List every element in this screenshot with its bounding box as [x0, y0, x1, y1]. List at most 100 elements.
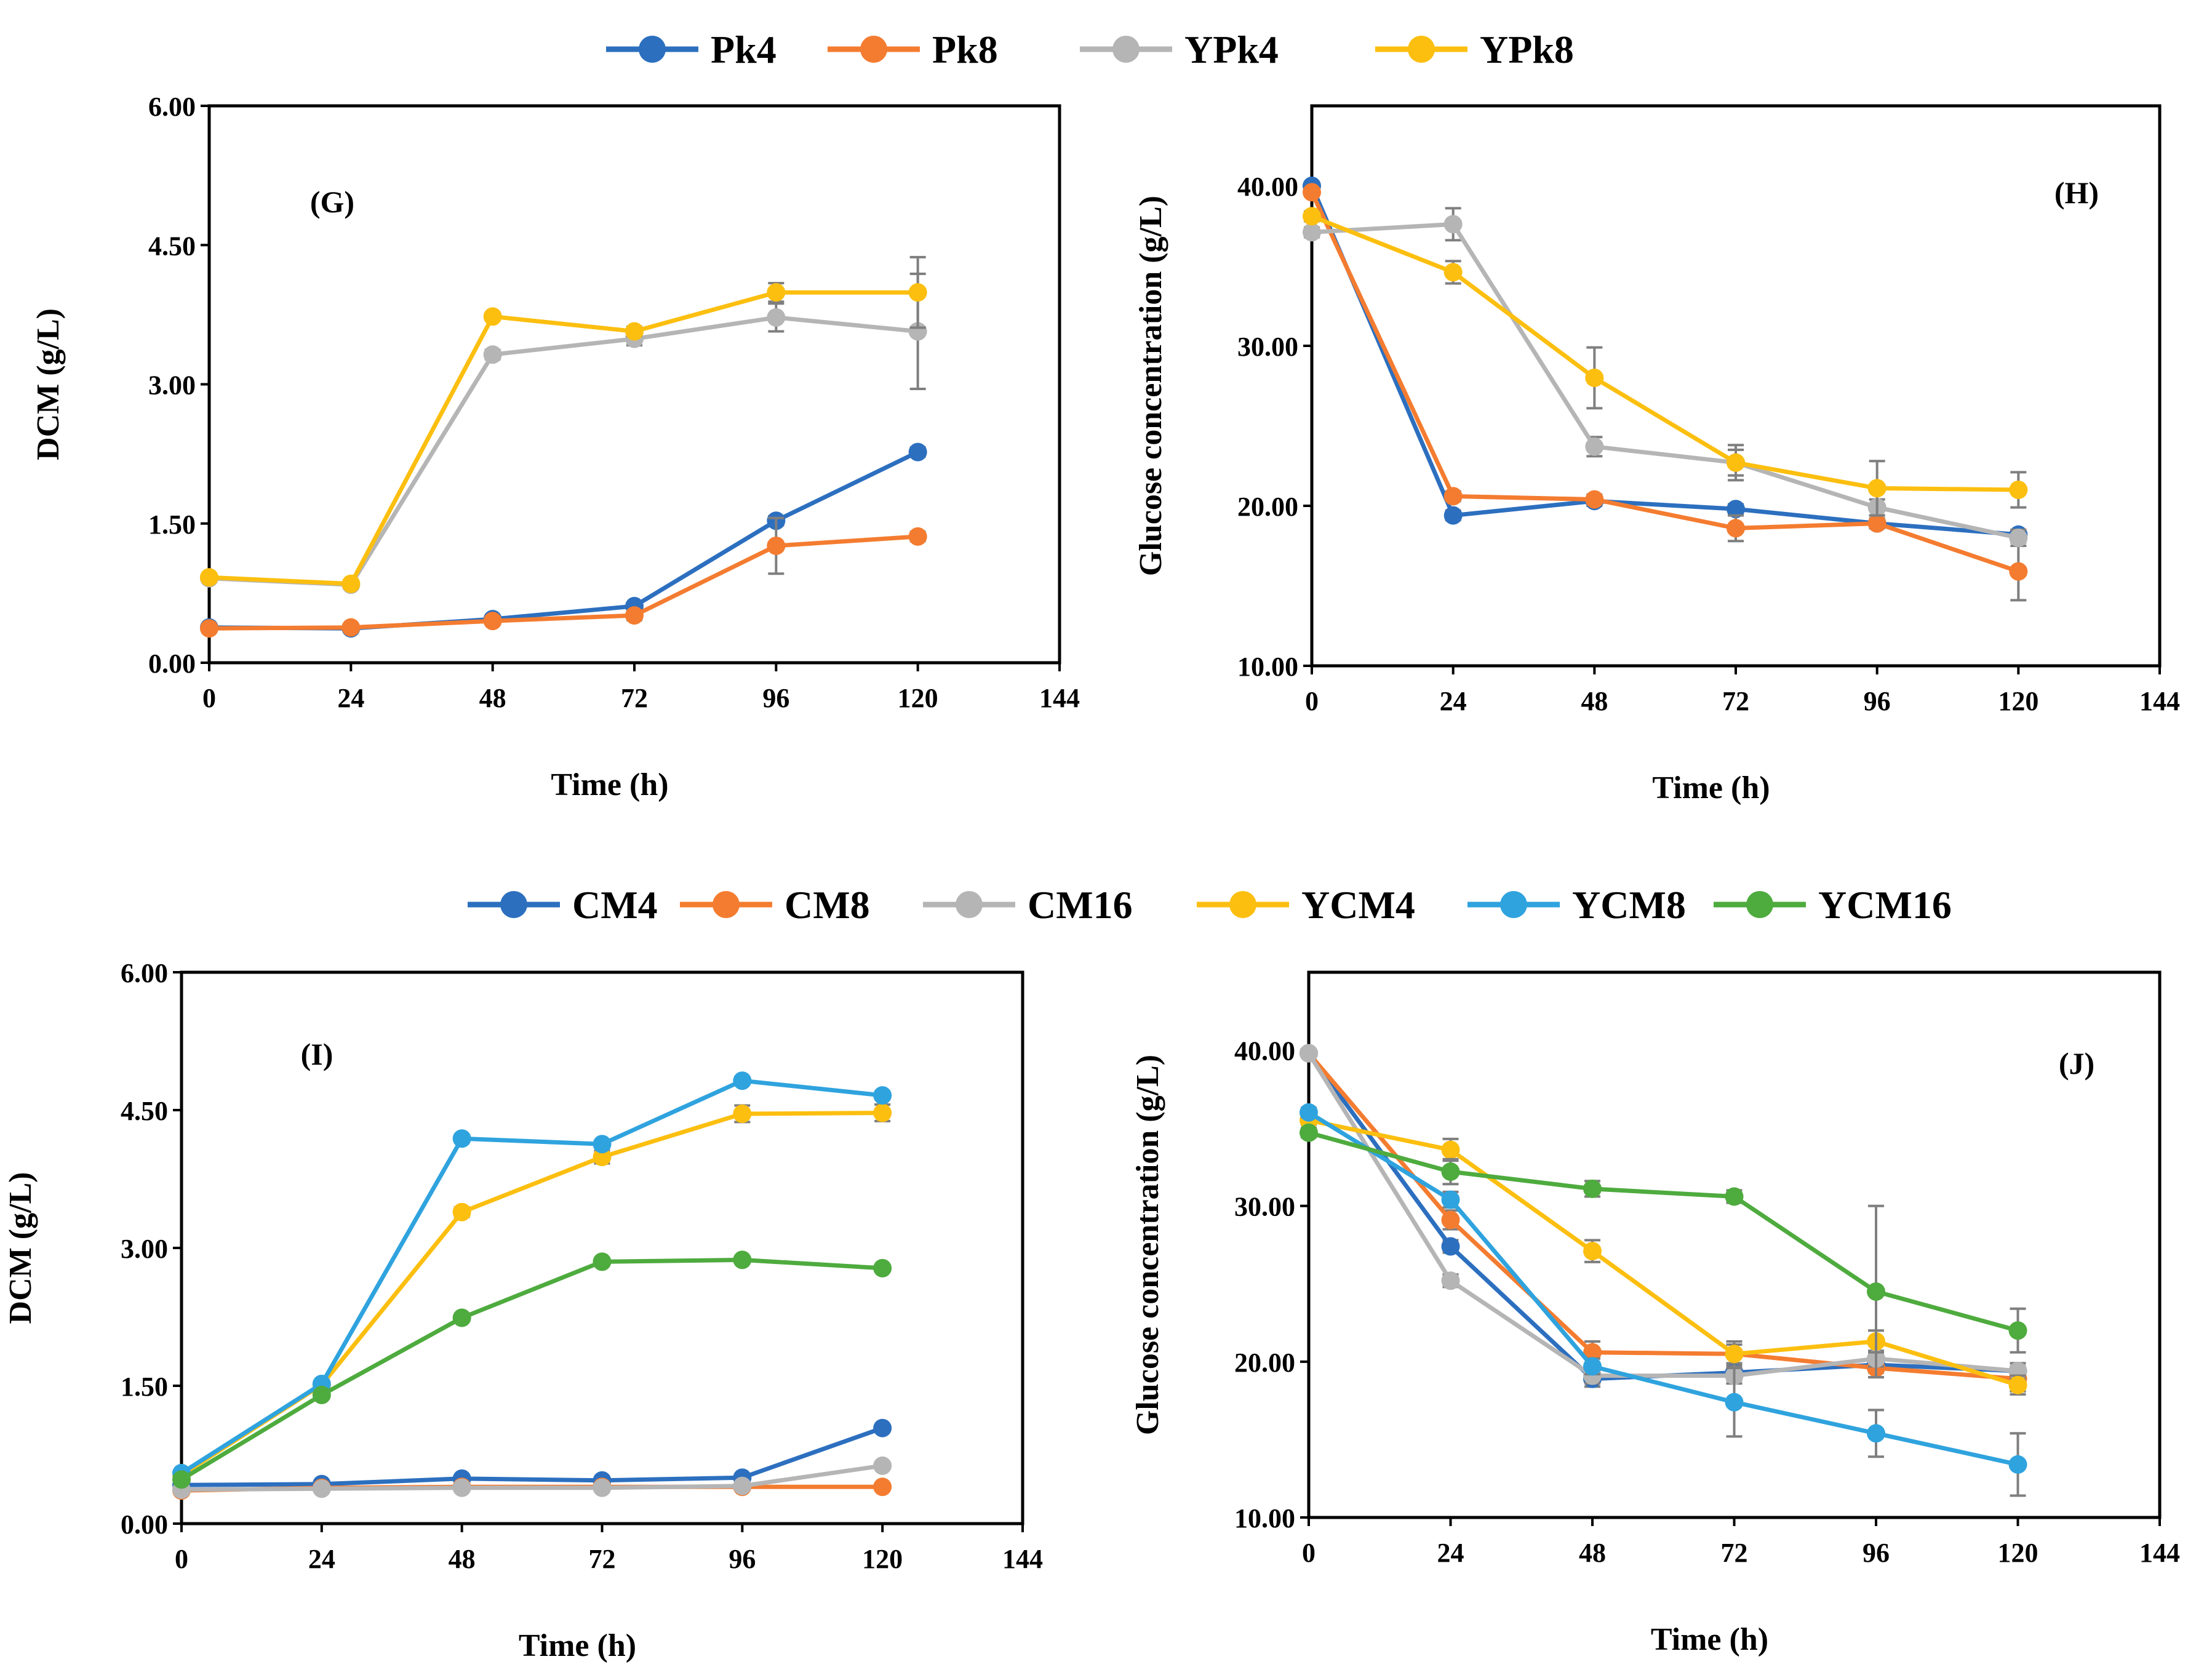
- series-pk4: [200, 442, 927, 638]
- legend-label: YPk4: [1184, 28, 1279, 71]
- legend-marker: [956, 891, 983, 918]
- data-point-ycm16: [312, 1385, 331, 1404]
- data-point-cm16: [1441, 1271, 1460, 1290]
- x-tick-label: 48: [479, 683, 506, 713]
- legend-marker: [1112, 36, 1140, 63]
- panel-label: (H): [2054, 175, 2099, 210]
- x-tick-label: 96: [1864, 686, 1891, 716]
- data-point-ypk8: [1727, 453, 1745, 472]
- chart-panel-h: 0 24 48 72 96 120 144 10.00 20.00 30.00 40.00 Time …: [1133, 104, 2180, 806]
- data-point-pk8: [1443, 487, 1463, 506]
- legend-item-cm4: CM4: [468, 883, 658, 927]
- series-ypk8: [1303, 207, 2028, 517]
- series-line-ypk8: [1311, 214, 2019, 492]
- series-line-pk4: [209, 450, 919, 631]
- y-axis-label: DCM (g/L): [3, 1172, 38, 1324]
- x-tick-label: 48: [1579, 1538, 1606, 1568]
- data-point-ycm8: [1867, 1424, 1885, 1443]
- legend-label: Pk8: [932, 28, 998, 71]
- y-tick-label: 30.00: [1234, 1192, 1295, 1222]
- chart-panel-i: 0 24 48 72 96 120 144 0.00 1.50 3.00 4.50 6.00 Time …: [3, 958, 1043, 1663]
- legend-marker: [639, 36, 666, 63]
- data-point-ycm16: [1300, 1123, 1318, 1142]
- x-tick-label: 144: [2139, 1538, 2180, 1568]
- data-point-ypk8: [767, 283, 786, 302]
- series-ycm16: [1300, 1123, 2027, 1379]
- data-point-cm8: [1583, 1343, 1602, 1362]
- y-tick-label: 20.00: [1237, 492, 1298, 522]
- legend-bottom: CM4 CM8 CM16 YCM4 YCM8 YCM16: [468, 883, 1952, 927]
- data-point-pk8: [483, 612, 502, 631]
- x-tick-label: 144: [1039, 683, 1080, 713]
- series-line-cm16: [1307, 1052, 2018, 1378]
- data-point-ycm8: [873, 1086, 892, 1105]
- data-point-ycm16: [2008, 1321, 2027, 1340]
- data-point-ycm16: [1867, 1282, 1885, 1301]
- x-tick-label: 96: [729, 1544, 756, 1574]
- series-line-cm4: [1307, 1052, 2018, 1381]
- data-point-ypk8: [1585, 369, 1604, 387]
- legend-label: Pk4: [711, 28, 777, 71]
- data-point-ypk8: [625, 322, 644, 341]
- x-tick-label: 144: [2139, 686, 2180, 716]
- x-axis-label: Time (h): [1652, 770, 1770, 806]
- series-line-cm8: [1307, 1052, 2018, 1381]
- series-pk8: [1303, 183, 2028, 602]
- x-tick-label: 0: [1305, 686, 1319, 716]
- plot-frame: [1310, 104, 2162, 668]
- data-point-ycm8: [733, 1071, 752, 1090]
- y-tick-label: 0.00: [148, 649, 196, 679]
- data-point-ycm16: [733, 1250, 752, 1269]
- legend-marker: [1500, 891, 1527, 918]
- y-tick-label: 40.00: [1237, 172, 1298, 202]
- data-point-pk4: [1727, 500, 1745, 519]
- x-tick-label: 0: [1302, 1538, 1316, 1568]
- series-cm8: [1300, 1044, 2027, 1393]
- legend-label: YCM16: [1818, 883, 1952, 927]
- x-tick-label: 96: [1863, 1538, 1890, 1568]
- series-cm16: [1300, 1044, 2027, 1385]
- data-point-cm16: [733, 1476, 752, 1495]
- series-ycm8: [172, 1071, 892, 1482]
- y-tick-label: 4.50: [148, 231, 196, 261]
- legend-label: YCM4: [1301, 883, 1415, 927]
- legend-item-pk8: Pk8: [828, 28, 998, 71]
- data-point-cm16: [452, 1478, 471, 1497]
- data-point-ycm8: [1725, 1393, 1744, 1412]
- data-point-ypk4: [767, 308, 786, 327]
- data-point-ycm16: [873, 1258, 892, 1277]
- series-cm4: [172, 1418, 892, 1495]
- data-point-ypk4: [1585, 437, 1604, 456]
- data-point-ypk8: [341, 574, 361, 593]
- x-tick-label: 120: [1998, 1538, 2038, 1568]
- x-axis-label: Time (h): [519, 1628, 636, 1663]
- data-point-pk4: [908, 442, 927, 462]
- data-point-pk4: [1443, 506, 1463, 525]
- x-tick-label: 24: [337, 683, 364, 713]
- data-point-ypk8: [1867, 479, 1887, 498]
- data-point-ycm16: [452, 1308, 471, 1327]
- data-point-ycm4: [593, 1148, 612, 1167]
- series-line-ypk4: [1311, 222, 2019, 540]
- data-point-ypk8: [908, 283, 927, 302]
- data-point-cm16: [312, 1479, 331, 1498]
- y-axis-label: Glucose concentration (g/L): [1133, 196, 1168, 576]
- legend-label: YCM8: [1572, 883, 1686, 927]
- x-tick-label: 24: [1440, 686, 1467, 716]
- data-point-pk8: [1867, 514, 1887, 533]
- y-tick-label: 6.00: [121, 958, 168, 988]
- data-point-ycm8: [1441, 1190, 1460, 1209]
- data-point-ycm4: [1583, 1242, 1602, 1261]
- legend-marker: [500, 891, 527, 918]
- series-ycm4: [172, 1103, 892, 1484]
- data-point-ycm16: [1441, 1162, 1460, 1181]
- series-line-ycm16: [180, 1257, 883, 1482]
- y-axis-label: Glucose concentration (g/L): [1130, 1055, 1165, 1435]
- legend-item-pk4: Pk4: [606, 28, 777, 71]
- y-tick-label: 10.00: [1234, 1503, 1295, 1533]
- x-tick-label: 120: [862, 1544, 903, 1574]
- data-point-ypk4: [2009, 529, 2028, 547]
- series-line-ycm16: [1308, 1130, 2019, 1333]
- y-tick-label: 6.00: [148, 92, 196, 122]
